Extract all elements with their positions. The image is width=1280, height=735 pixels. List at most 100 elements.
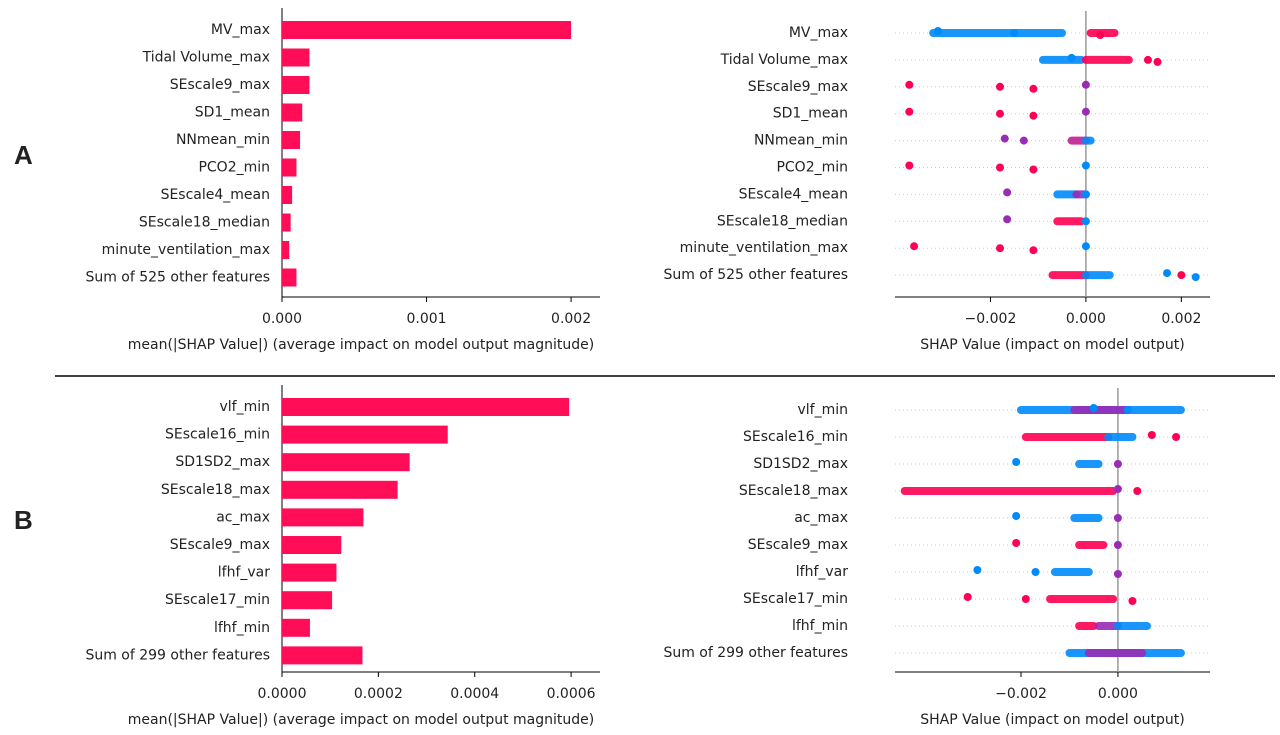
bar <box>282 563 337 582</box>
feature-label: SEscale18_max <box>161 482 270 498</box>
x-tick-label: −0.002 <box>965 311 1017 327</box>
feature-label: lfhf_var <box>796 564 848 580</box>
bar <box>282 268 297 287</box>
dense-cluster <box>1070 406 1132 414</box>
shap-dot <box>1081 80 1090 89</box>
feature-label: lfhf_var <box>218 565 270 581</box>
x-tick-label: 0.001 <box>406 311 446 327</box>
shap-dot <box>996 244 1004 253</box>
dense-cluster <box>1048 271 1090 280</box>
feature-label: SD1SD2_max <box>753 456 848 472</box>
feature-label: lfhf_min <box>214 620 270 636</box>
x-tick-label: 0.000 <box>1098 686 1138 702</box>
feature-label: SEscale9_max <box>748 79 848 95</box>
bar <box>282 186 293 204</box>
bar <box>282 453 410 472</box>
bar <box>282 425 448 444</box>
x-tick-label: 0.000 <box>262 311 302 327</box>
dense-cluster <box>1053 217 1086 226</box>
shap-dot <box>905 107 914 116</box>
shap-dot <box>1021 595 1030 603</box>
x-axis-label: SHAP Value (impact on model output) <box>920 712 1184 728</box>
feature-label: SEscale9_max <box>748 537 848 553</box>
dense-cluster <box>1084 649 1147 657</box>
bar <box>282 480 398 499</box>
feature-label: SD1_mean <box>773 106 848 122</box>
feature-label: MV_max <box>211 22 270 38</box>
x-axis-label: mean(|SHAP Value|) (average impact on mo… <box>128 337 594 353</box>
shap-dot <box>905 161 914 170</box>
feature-label: SEscale17_min <box>743 591 848 607</box>
dense-cluster <box>1081 136 1095 145</box>
feature-label: Sum of 525 other features <box>85 270 270 286</box>
dense-cluster <box>1070 514 1103 522</box>
panel-label: A <box>14 140 33 170</box>
x-axis-label: mean(|SHAP Value|) (average impact on mo… <box>128 712 594 728</box>
shap-dot <box>1012 458 1021 466</box>
shap-dot <box>1012 512 1021 520</box>
shap-dot <box>933 27 942 35</box>
bar <box>282 48 310 67</box>
dense-cluster <box>1075 460 1103 468</box>
x-tick-label: 0.0006 <box>547 686 596 702</box>
feature-label: SEscale18_median <box>139 215 270 231</box>
shap-dot <box>1096 31 1105 39</box>
feature-label: SD1_mean <box>195 105 270 121</box>
feature-label: SEscale17_min <box>165 592 270 608</box>
shap-dot <box>1029 165 1038 174</box>
shap-dot <box>1029 84 1038 93</box>
shap-dot <box>1113 460 1122 468</box>
bar <box>282 536 342 554</box>
feature-label: SEscale16_min <box>165 427 270 443</box>
bar <box>282 21 572 39</box>
shap-dot <box>1133 487 1142 495</box>
feature-label: lfhf_min <box>792 618 848 634</box>
dense-cluster <box>1081 271 1114 280</box>
bar <box>282 131 301 149</box>
shap-dot <box>1147 431 1156 439</box>
shap-dot <box>1029 246 1038 255</box>
shap-dot <box>1128 597 1137 605</box>
x-tick-label: 0.0004 <box>450 686 499 702</box>
shap-dot <box>996 163 1004 172</box>
shap-dot <box>1000 134 1009 143</box>
feature-label: SEscale18_max <box>739 483 848 499</box>
feature-label: Tidal Volume_max <box>720 52 848 68</box>
bar <box>282 591 333 610</box>
feature-label: Sum of 299 other features <box>663 645 848 661</box>
panel-label: B <box>14 505 33 535</box>
feature-label: MV_max <box>789 25 848 41</box>
shap-dot <box>996 109 1004 118</box>
dense-cluster <box>1038 55 1086 64</box>
bar <box>282 103 303 122</box>
dense-cluster <box>1113 622 1151 630</box>
feature-label: NNmean_min <box>176 132 270 148</box>
x-tick-label: 0.002 <box>1161 311 1201 327</box>
x-tick-label: −0.002 <box>995 686 1047 702</box>
shap-dot <box>910 242 919 251</box>
shap-dot <box>1113 541 1122 549</box>
feature-label: SEscale4_mean <box>739 186 848 202</box>
shap-dot <box>1172 433 1181 441</box>
shap-dot <box>1113 485 1122 493</box>
shap-dot <box>963 593 972 601</box>
dense-cluster <box>1046 595 1118 603</box>
shap-dot <box>973 566 982 574</box>
shap-dot <box>1153 57 1162 66</box>
bar <box>282 241 290 259</box>
shap-dot <box>1019 136 1028 145</box>
shap-dot <box>1143 55 1152 64</box>
feature-label: ac_max <box>216 509 270 525</box>
shap-dot <box>1081 217 1090 226</box>
feature-label: Sum of 525 other features <box>663 267 848 283</box>
bar <box>282 158 297 177</box>
shap-dot <box>1003 215 1012 224</box>
shap-dot <box>1177 271 1186 280</box>
bar <box>282 646 363 665</box>
shap-dot <box>1081 190 1090 199</box>
shap-dot <box>1081 107 1090 116</box>
feature-label: SEscale9_max <box>170 77 270 93</box>
feature-label: minute_ventilation_max <box>680 240 848 256</box>
dense-cluster <box>1050 568 1093 576</box>
shap-dot <box>1081 242 1090 251</box>
